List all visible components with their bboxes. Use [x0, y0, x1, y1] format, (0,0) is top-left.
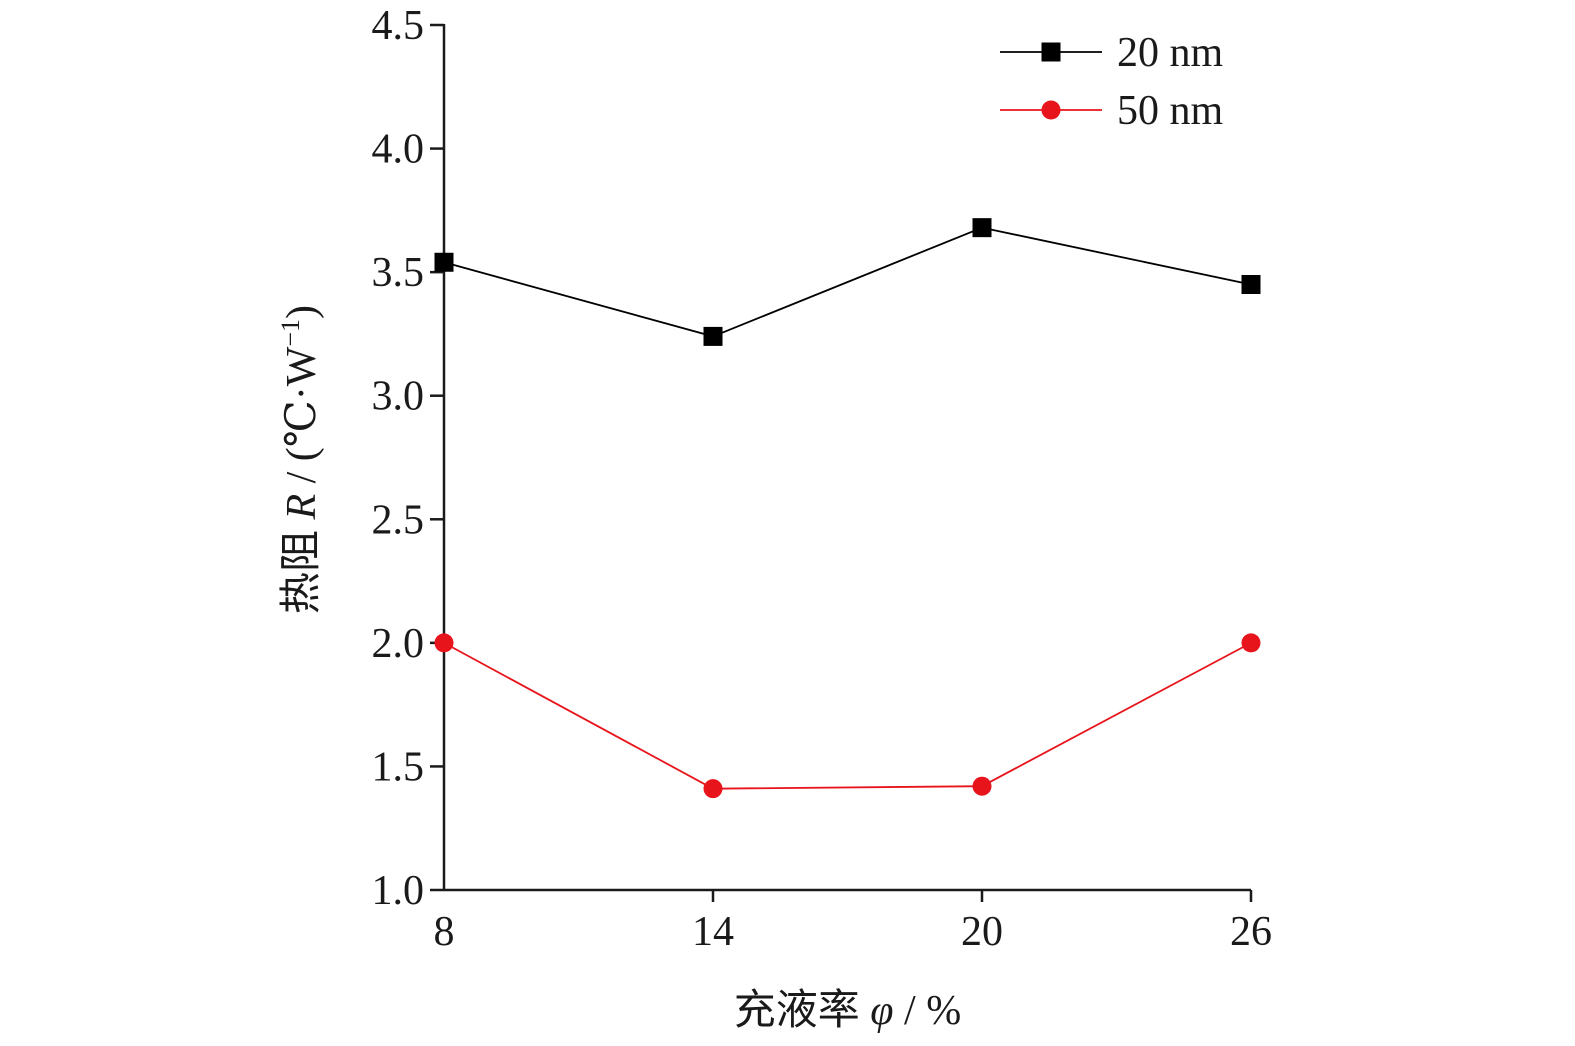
series-2: [434, 633, 1261, 799]
data-point: [1241, 275, 1261, 294]
y-tick-label: 3.5: [372, 250, 425, 296]
data-point: [434, 252, 454, 272]
y-axis-label-close: ): [279, 305, 325, 319]
x-axis-label-symbol: φ: [870, 988, 893, 1034]
y-tick-label: 2.5: [372, 497, 425, 543]
legend-marker: [1041, 100, 1061, 120]
legend-label: 20 nm: [1117, 30, 1224, 76]
data-point: [972, 776, 992, 796]
y-axis-label: 热阻 R / (℃·W−1): [276, 305, 325, 614]
y-tick-label: 2.0: [372, 621, 425, 667]
x-axis-label-prefix: 充液率: [734, 987, 871, 1034]
y-axis-label-prefix: 热阻: [279, 520, 325, 615]
y-tick-label: 1.5: [372, 744, 425, 790]
legend-item: 50 nm: [1000, 88, 1224, 134]
x-tick-label: 26: [1230, 909, 1272, 955]
y-axis-label-superscript: −1: [276, 319, 305, 347]
legend: 20 nm 50 nm: [1000, 30, 1224, 134]
y-tick-label: 4.5: [372, 3, 425, 49]
data-point: [434, 633, 454, 653]
x-tick-label: 14: [692, 909, 734, 955]
y-tick-label: 1.0: [372, 868, 425, 914]
data-point: [1241, 633, 1261, 653]
data-point: [703, 326, 723, 346]
legend-label: 50 nm: [1117, 88, 1224, 134]
data-point: [703, 779, 723, 799]
x-axis-label: 充液率 φ / %: [734, 987, 961, 1034]
x-axis-label-suffix: / %: [894, 988, 962, 1034]
x-tick-label: 20: [961, 909, 1003, 955]
x-ticks: 8 14 20 26: [434, 890, 1272, 955]
y-axis-label-symbol: R: [279, 494, 325, 521]
series-line: [443, 642, 1252, 790]
y-tick-label: 4.0: [372, 127, 425, 173]
y-tick-label: 3.0: [372, 374, 425, 420]
y-axis-label-suffix: / (℃·W: [279, 346, 325, 494]
series-1: [434, 218, 1261, 346]
legend-marker: [1041, 42, 1061, 62]
x-tick-label: 8: [434, 909, 455, 955]
series-layer: [434, 218, 1261, 799]
series-line: [443, 226, 1252, 338]
data-point: [972, 218, 992, 238]
axes: 1.0 1.5 2.0 2.5 3.0 3.5 4.0 4.5 8 14 20 26: [372, 3, 1273, 955]
legend-item: 20 nm: [1000, 30, 1224, 76]
y-ticks: 1.0 1.5 2.0 2.5 3.0 3.5 4.0 4.5: [372, 3, 444, 914]
